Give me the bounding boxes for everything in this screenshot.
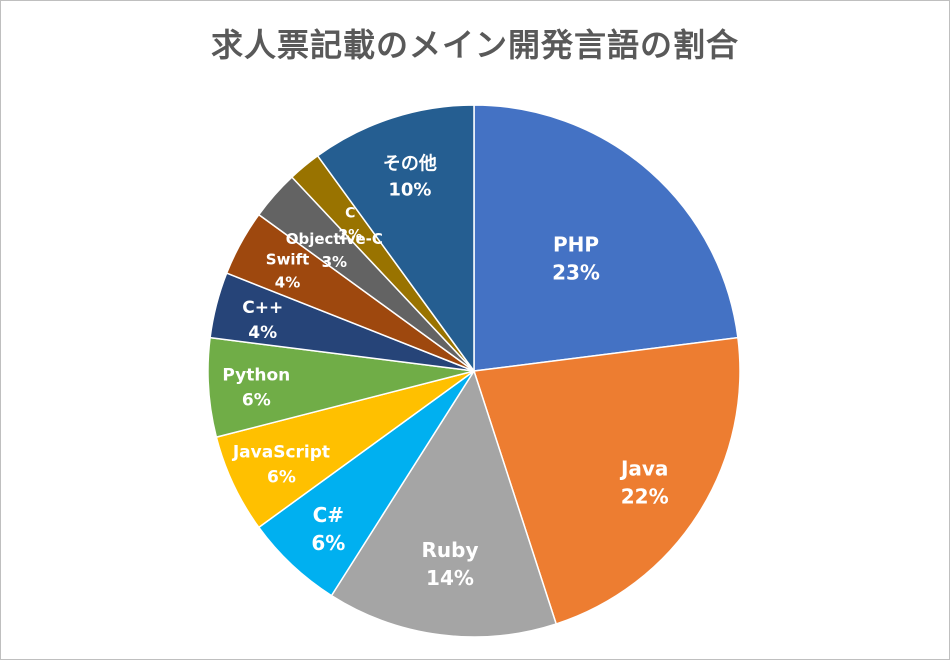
slice-percent-label: 6% xyxy=(311,531,345,555)
slice-label-8: Swift 4% xyxy=(266,250,310,291)
slice-label-6: Python 6% xyxy=(222,366,290,411)
slice-percent-label: 22% xyxy=(621,484,669,508)
slice-label-2: Java 22% xyxy=(619,456,669,508)
slice-name-label: Ruby xyxy=(421,538,478,562)
pie-slice-3 xyxy=(330,369,558,638)
slice-percent-label: 2% xyxy=(338,227,362,243)
slice-label-3: Ruby 14% xyxy=(421,538,478,590)
slice-percent-label: 6% xyxy=(267,468,296,488)
slice-label-5: JavaScript 6% xyxy=(232,443,330,488)
slice-percent-label: 6% xyxy=(242,391,271,411)
slice-label-1: PHP 23% xyxy=(552,232,600,284)
slice-name-label: C xyxy=(345,205,355,221)
slice-name-label: C# xyxy=(313,503,344,527)
pie-slice-1 xyxy=(473,104,739,372)
pie-slice-2 xyxy=(473,336,741,625)
slice-percent-label: 3% xyxy=(322,253,347,271)
slice-name-label: JavaScript xyxy=(232,443,330,463)
pie-slice-11 xyxy=(316,104,475,374)
slice-percent-label: 10% xyxy=(388,180,431,201)
slice-label-10: C 2% xyxy=(338,205,362,243)
slice-name-label: PHP xyxy=(553,232,599,256)
slice-label-11: その他 10% xyxy=(383,153,437,201)
slice-name-label: Swift xyxy=(266,250,310,268)
slice-label-9: Objective-C 3% xyxy=(286,230,383,271)
slice-label-4: C# 6% xyxy=(311,503,345,555)
slice-name-label: Objective-C xyxy=(286,230,383,248)
slice-name-label: その他 xyxy=(383,153,437,175)
slice-label-7: C++ 4% xyxy=(242,298,283,343)
slice-percent-label: 23% xyxy=(552,260,600,284)
slice-percent-label: 4% xyxy=(248,323,277,343)
slice-percent-label: 4% xyxy=(275,273,300,291)
slice-name-label: C++ xyxy=(242,298,283,318)
slice-percent-label: 14% xyxy=(426,566,474,590)
slice-name-label: Java xyxy=(619,456,668,480)
chart-title: 求人票記載のメイン開発言語の割合 xyxy=(210,26,739,64)
slice-name-label: Python xyxy=(222,366,290,386)
